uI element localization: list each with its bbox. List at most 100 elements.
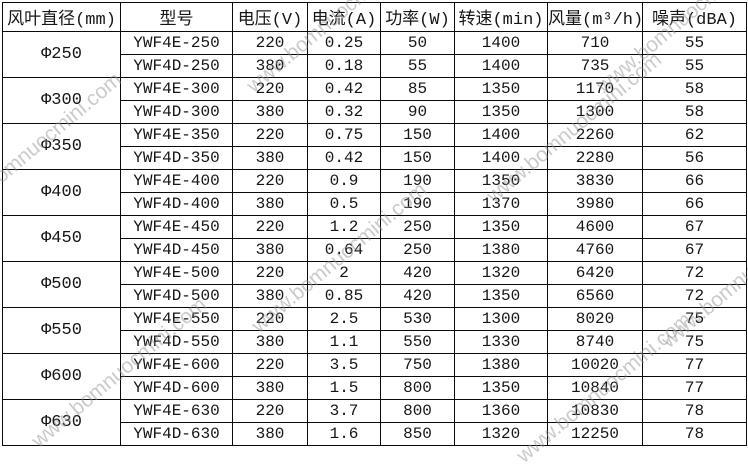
cell-speed: 1380 (454, 238, 548, 262)
cell-airflow: 3830 (547, 169, 643, 193)
table-header: 风叶直径(mm) 型号 电压(V) 电流(A) 功率(W) 转速(min) 风量… (2, 2, 747, 32)
cell-airflow: 2280 (547, 146, 643, 170)
table-row: YWF4D-550 380 1.1 550 1330 8740 75 (3, 330, 747, 354)
cell-model: YWF4D-450 (120, 238, 233, 262)
cell-model: YWF4E-400 (120, 169, 233, 193)
table-row: YWF4D-350 380 0.42 150 1400 2280 56 (3, 146, 747, 170)
cell-speed: 1320 (454, 422, 548, 446)
cell-power: 85 (380, 77, 455, 101)
cell-airflow: 8740 (547, 330, 643, 354)
cell-current: 0.5 (307, 192, 381, 216)
cell-diameter: Φ250 (2, 31, 121, 78)
col-header-voltage: 电压(V) (232, 2, 308, 32)
cell-current: 0.32 (307, 100, 381, 124)
cell-model: YWF4D-300 (120, 100, 233, 124)
cell-airflow: 1170 (547, 77, 643, 101)
cell-current: 1.2 (307, 215, 381, 239)
cell-voltage: 220 (232, 31, 308, 55)
cell-noise: 62 (642, 123, 747, 147)
cell-power: 190 (380, 192, 455, 216)
cell-noise: 56 (642, 146, 747, 170)
cell-current: 0.42 (307, 77, 381, 101)
cell-voltage: 380 (232, 192, 308, 216)
cell-diameter: Φ630 (2, 399, 121, 446)
table-row: YWF4D-300 380 0.32 90 1350 1300 58 (3, 100, 747, 124)
cell-diameter: Φ350 (2, 123, 121, 170)
cell-noise: 78 (642, 422, 747, 446)
table-row: Φ550 YWF4E-550 220 2.5 530 1300 8020 75 (2, 307, 747, 354)
cell-airflow: 2260 (547, 123, 643, 147)
cell-current: 0.64 (307, 238, 381, 262)
cell-airflow: 735 (547, 54, 643, 78)
cell-current: 2 (307, 261, 381, 285)
table-row: Φ300 YWF4E-300 220 0.42 85 1350 1170 58 (2, 77, 747, 124)
col-header-diameter: 风叶直径(mm) (2, 2, 121, 32)
cell-airflow: 4760 (547, 238, 643, 262)
cell-model: YWF4D-500 (120, 284, 233, 308)
cell-voltage: 380 (232, 146, 308, 170)
cell-current: 0.75 (307, 123, 381, 147)
table-row: Φ450 YWF4E-450 220 1.2 250 1350 4600 67 (2, 215, 747, 262)
cell-power: 800 (380, 399, 455, 423)
cell-noise: 66 (642, 169, 747, 193)
cell-model: YWF4D-550 (120, 330, 233, 354)
cell-speed: 1380 (454, 353, 548, 377)
cell-airflow: 8020 (547, 307, 643, 331)
cell-model: YWF4E-300 (120, 77, 233, 101)
cell-current: 1.5 (307, 376, 381, 400)
cell-power: 750 (380, 353, 455, 377)
cell-diameter: Φ550 (2, 307, 121, 354)
cell-noise: 75 (642, 307, 747, 331)
cell-speed: 1330 (454, 330, 548, 354)
cell-model: YWF4E-350 (120, 123, 233, 147)
cell-power: 150 (380, 146, 455, 170)
table-row: Φ400 YWF4E-400 220 0.9 190 1350 3830 66 (2, 169, 747, 216)
cell-power: 530 (380, 307, 455, 331)
cell-diameter: Φ400 (2, 169, 121, 216)
cell-speed: 1400 (454, 123, 548, 147)
col-header-current: 电流(A) (307, 2, 381, 32)
cell-model: YWF4E-630 (120, 399, 233, 423)
cell-power: 55 (380, 54, 455, 78)
cell-voltage: 220 (232, 261, 308, 285)
cell-speed: 1320 (454, 261, 548, 285)
cell-voltage: 220 (232, 169, 308, 193)
cell-power: 190 (380, 169, 455, 193)
fan-spec-table: 风叶直径(mm) 型号 电压(V) 电流(A) 功率(W) 转速(min) 风量… (2, 2, 747, 446)
cell-airflow: 710 (547, 31, 643, 55)
cell-power: 250 (380, 238, 455, 262)
cell-model: YWF4D-350 (120, 146, 233, 170)
cell-speed: 1300 (454, 307, 548, 331)
cell-current: 0.42 (307, 146, 381, 170)
cell-voltage: 380 (232, 376, 308, 400)
col-header-speed: 转速(min) (454, 2, 548, 32)
cell-diameter: Φ500 (2, 261, 121, 308)
cell-noise: 66 (642, 192, 747, 216)
cell-voltage: 380 (232, 330, 308, 354)
cell-model: YWF4E-450 (120, 215, 233, 239)
cell-speed: 1350 (454, 169, 548, 193)
cell-airflow: 1300 (547, 100, 643, 124)
cell-power: 90 (380, 100, 455, 124)
cell-speed: 1360 (454, 399, 548, 423)
cell-speed: 1350 (454, 100, 548, 124)
cell-voltage: 380 (232, 284, 308, 308)
cell-noise: 78 (642, 399, 747, 423)
cell-voltage: 220 (232, 123, 308, 147)
cell-power: 550 (380, 330, 455, 354)
cell-model: YWF4D-400 (120, 192, 233, 216)
cell-speed: 1370 (454, 192, 548, 216)
cell-noise: 55 (642, 54, 747, 78)
cell-speed: 1400 (454, 146, 548, 170)
cell-diameter: Φ450 (2, 215, 121, 262)
table-body: Φ250 YWF4E-250 220 0.25 50 1400 710 55 YWF4D-250… (2, 31, 747, 446)
col-header-airflow: 风量(m³/h) (547, 2, 643, 32)
cell-speed: 1350 (454, 376, 548, 400)
cell-voltage: 380 (232, 100, 308, 124)
cell-speed: 1350 (454, 284, 548, 308)
cell-model: YWF4E-550 (120, 307, 233, 331)
cell-noise: 67 (642, 215, 747, 239)
cell-noise: 72 (642, 284, 747, 308)
cell-airflow: 4600 (547, 215, 643, 239)
cell-voltage: 220 (232, 77, 308, 101)
